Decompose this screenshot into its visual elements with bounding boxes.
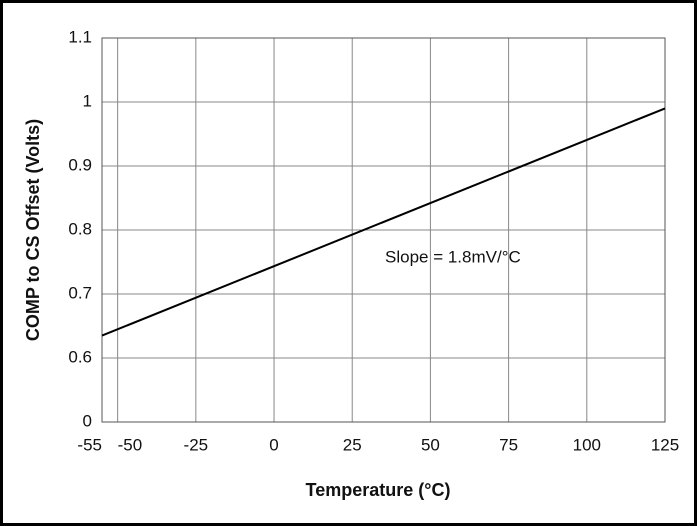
y-tick-label: 1.1: [68, 27, 92, 46]
annotation: Slope = 1.8mV/°C: [385, 247, 521, 266]
y-tick-label: 0.8: [68, 219, 92, 238]
x-tick-label: 75: [499, 435, 518, 454]
x-tick-label: 100: [573, 435, 601, 454]
y-axis-label: COMP to CS Offset (Volts): [23, 119, 43, 341]
x-tick-label: 0: [269, 435, 278, 454]
x-tick-label: -55: [77, 435, 102, 454]
x-tick-label: 25: [343, 435, 362, 454]
y-tick-label: 0: [83, 411, 92, 430]
x-tick-label: -50: [118, 435, 143, 454]
line: [101, 107, 666, 337]
x-axis-label: Temperature (°C): [306, 480, 451, 500]
y-tick-label: 0.6: [68, 347, 92, 366]
x-tick-label: 50: [421, 435, 440, 454]
y-tick-label: 1: [83, 91, 92, 110]
y-tick-label: 0.9: [68, 155, 92, 174]
x-tick-label: -25: [184, 435, 209, 454]
x-tick-label: 125: [651, 435, 679, 454]
plot-border: [101, 37, 666, 423]
y-tick-label: 0.7: [68, 283, 92, 302]
